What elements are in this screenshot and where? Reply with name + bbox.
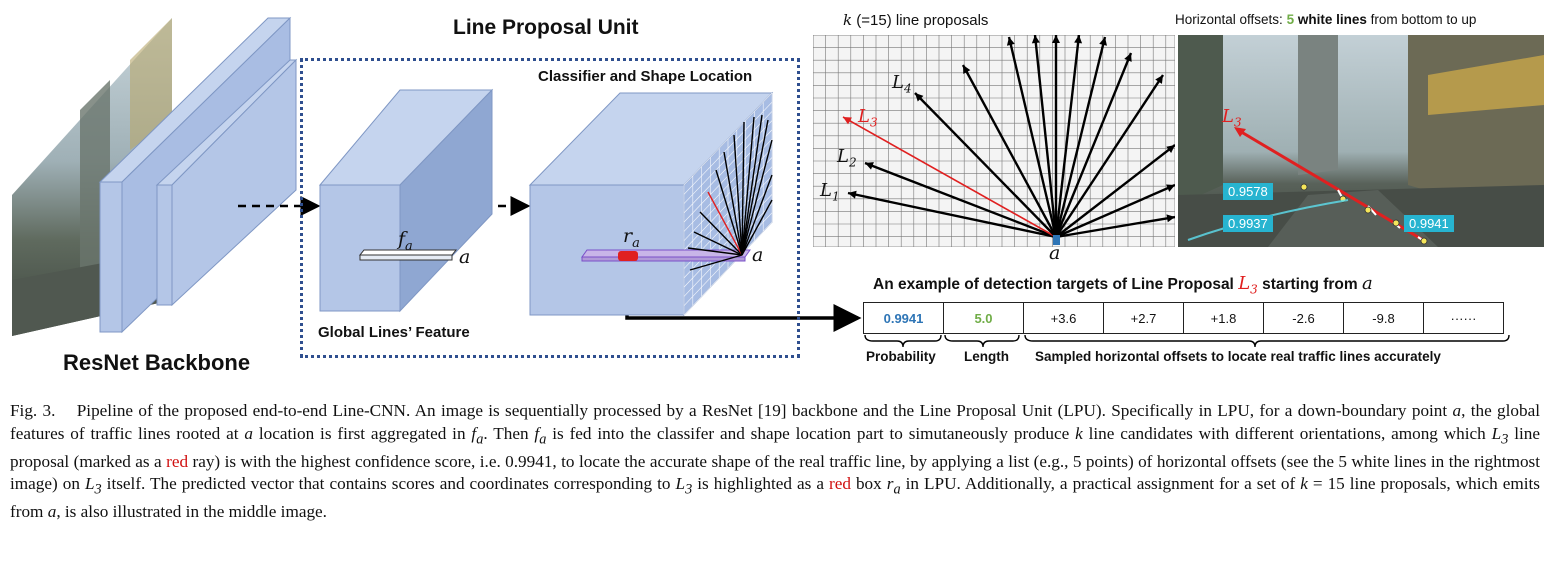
cell-offset-5: -9.8 — [1344, 303, 1424, 333]
cell-probability: 0.9941 — [864, 303, 944, 333]
small-ray — [741, 116, 755, 256]
proposal-ray — [1054, 36, 1107, 238]
lpu-title: Line Proposal Unit — [453, 16, 639, 39]
proposal-ray — [1054, 74, 1165, 238]
small-ray — [689, 254, 743, 271]
anchor-a-label-1: a — [459, 246, 471, 268]
proposal-ray — [847, 191, 1057, 239]
anchor-a-label-2: a — [752, 244, 764, 266]
lpu-box — [300, 58, 800, 358]
backbone-label: ResNet Backbone — [63, 350, 251, 375]
proposal-label-L3: L3 — [858, 106, 878, 130]
label-probability: Probability — [866, 349, 936, 364]
pipeline-figure: ResNet Backbone Line Proposal Unit Class… — [12, 11, 1544, 375]
proposal-ray — [1007, 36, 1058, 238]
grid-anchor-a-label: a — [1049, 242, 1061, 264]
small-ray — [707, 191, 743, 256]
proposal-ray — [1033, 35, 1058, 238]
score-0: 0.9578 — [1223, 183, 1273, 200]
cell-offset-4: -2.6 — [1264, 303, 1344, 333]
cell-offset-3: +1.8 — [1184, 303, 1264, 333]
table-braces — [864, 334, 1510, 348]
score-2: 0.9941 — [1404, 215, 1454, 232]
grid-title: k (=15) line proposals — [843, 11, 989, 29]
proposal-ray — [1055, 215, 1175, 239]
ra-label: ra — [623, 225, 640, 251]
label-length: Length — [964, 349, 1009, 364]
example-title: An example of detection targets of Line … — [873, 273, 1373, 297]
small-ray — [741, 119, 769, 256]
global-feature-label: Global Lines’ Feature — [318, 324, 470, 341]
ra-red-box — [618, 251, 638, 261]
small-proposal-rays — [687, 114, 773, 271]
proposal-label-L4: L4 — [892, 72, 912, 96]
small-ray — [699, 211, 743, 256]
cell-offset-1: +3.6 — [1024, 303, 1104, 333]
cell-offset-2: +2.7 — [1104, 303, 1184, 333]
cell-length: 5.0 — [944, 303, 1024, 333]
cell-ellipsis: ······ — [1450, 310, 1477, 326]
label-offsets: Sampled horizontal offsets to locate rea… — [1035, 349, 1441, 364]
proposal-ray — [1055, 183, 1175, 239]
small-ray — [687, 247, 743, 256]
score-1: 0.9937 — [1223, 215, 1273, 232]
small-ray — [741, 114, 763, 256]
proposal-ray — [914, 92, 1057, 238]
lpu-cubes — [318, 88, 774, 317]
proposal-ray — [1055, 144, 1175, 238]
proposal-ray — [864, 161, 1057, 239]
proposal-ray — [1054, 52, 1133, 238]
small-ray — [693, 231, 743, 256]
small-ray — [741, 199, 773, 256]
backbone-diagram — [12, 16, 298, 336]
line-proposal-grid — [813, 35, 1175, 247]
proposal-ray — [842, 116, 1057, 238]
target-vector-table: 0.9941 5.0 +3.6 +2.7 +1.8 -2.6 -9.8 ····… — [863, 302, 1504, 334]
figure-caption: Fig. 3. Pipeline of the proposed end-to-… — [10, 401, 1541, 522]
small-ray — [733, 134, 743, 256]
photo-title: Horizontal offsets: 5 white lines from b… — [1175, 12, 1477, 27]
fa-label: fa — [398, 228, 413, 254]
caption-fig-label: Fig. 3. — [10, 401, 56, 420]
photo-L3-label: L3 — [1222, 106, 1242, 130]
small-ray — [741, 139, 773, 256]
proposal-ray — [1054, 35, 1081, 238]
classifier-label: Classifier and Shape Location — [538, 68, 753, 85]
street-photo — [1178, 35, 1544, 247]
proposal-ray — [961, 64, 1058, 238]
small-ray — [715, 169, 743, 256]
small-ray — [723, 151, 743, 256]
proposal-label-L1: L1 — [820, 180, 840, 204]
small-ray — [741, 121, 745, 256]
small-ray — [741, 174, 773, 256]
proposal-label-L2: L2 — [837, 146, 857, 170]
